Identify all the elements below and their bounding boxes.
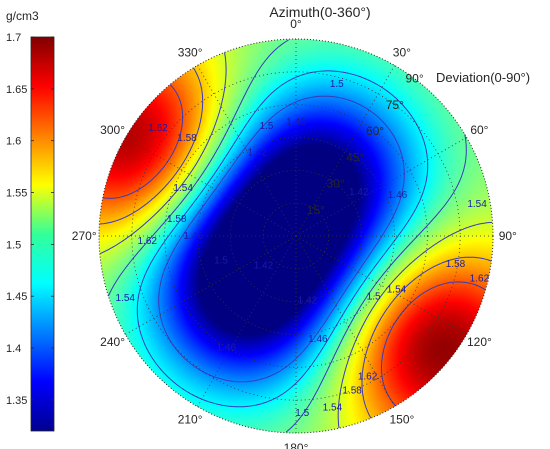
grid-ring — [229, 169, 363, 303]
contour-label: 1.62 — [148, 123, 168, 134]
azimuth-tick-label: 180° — [284, 441, 309, 449]
deviation-tick-label: 60° — [366, 124, 384, 138]
polar-plot: 1.5 1.46 1.42 1.42 1.46 1.54 1.58 1.62 1.54 1.5 1.… — [72, 17, 517, 449]
contour-label: 1.5 — [260, 121, 274, 132]
contour-label: 1.58 — [177, 133, 197, 144]
contour-label: 1.5 — [330, 79, 344, 90]
contour-label: 1.46 — [183, 231, 203, 242]
contour-label: 1.46 — [308, 334, 328, 345]
colorbar-tick-label: 1.35 — [6, 395, 27, 407]
azimuth-tick-label: 30° — [393, 46, 411, 60]
colorbar-tick-label: 1.45 — [6, 291, 27, 303]
contour-label: 1.42 — [349, 187, 369, 198]
grid-spoke — [197, 235, 297, 407]
contour-label: 1.58 — [446, 259, 466, 270]
azimuth-tick-label: 240° — [100, 335, 125, 349]
colorbar-gradient — [30, 36, 55, 432]
contour-label: 1.58 — [167, 214, 187, 225]
contour-label: 1.54 — [173, 183, 193, 194]
grid-spoke — [125, 137, 297, 237]
colorbar-tick-label: 1.6 — [6, 136, 21, 148]
contour-label: 1.54 — [323, 402, 343, 413]
azimuth-tick-label: 300° — [100, 123, 125, 137]
contour-label: 1.54 — [116, 293, 136, 304]
contour-label: 1.54 — [467, 199, 487, 210]
azimuth-tick-labels: 0° 30° 60° 90° 120° 150° 180° 210° 240° 270° 300° 3… — [72, 17, 517, 449]
contour-label: 1.46 — [217, 342, 237, 353]
contour-label: 1.5 — [295, 408, 309, 419]
grid-ring — [164, 104, 428, 368]
grid-spoke — [125, 235, 297, 335]
deviation-tick-labels: 15°30°45°60°75°90° — [307, 72, 424, 217]
contour-label: 1.5 — [214, 255, 228, 266]
deviation-tick-label: 45° — [346, 150, 364, 164]
azimuth-tick-label: 120° — [467, 335, 492, 349]
deviation-tick-label: 30° — [326, 177, 344, 191]
contour-label: 1.42 — [254, 260, 274, 271]
colorbar-ticks: 1.35 1.4 1.45 1.5 1.55 1.6 1.65 1.7 — [6, 32, 54, 407]
contour-label: 1.62 — [358, 371, 378, 382]
contour-label: 1.5 — [367, 292, 381, 303]
contour-label: 1.46 — [388, 190, 408, 201]
colorbar: g/cm3 1.35 1.4 1.45 1.5 1.55 1.6 1.65 1.7 — [6, 9, 55, 432]
grid-ring — [197, 137, 395, 335]
contour-line — [158, 95, 405, 383]
azimuth-tick-label: 210° — [178, 412, 203, 426]
colorbar-tick-label: 1.65 — [6, 84, 27, 96]
chart-title: Azimuth(0-360°) — [269, 4, 370, 20]
azimuth-tick-label: 330° — [178, 46, 203, 60]
contour-label: 1.42 — [298, 296, 318, 307]
deviation-tick-label: 15° — [307, 203, 325, 217]
contour-label: 1.54 — [387, 284, 407, 295]
colorbar-unit: g/cm3 — [6, 9, 39, 23]
contour-line — [136, 70, 429, 408]
azimuth-tick-label: 0° — [290, 17, 302, 31]
colorbar-tick-label: 1.7 — [6, 32, 21, 44]
radial-axis-title: Deviation(0-90°) — [436, 70, 530, 85]
contour-label: 1.62 — [470, 273, 490, 284]
azimuth-tick-label: 270° — [72, 229, 97, 243]
deviation-tick-label: 90° — [405, 72, 423, 86]
contour-label: 1.46 — [286, 117, 306, 128]
contour-label: 1.58 — [342, 385, 362, 396]
grid-spoke — [295, 137, 467, 237]
grid-spoke — [295, 235, 467, 335]
colorbar-tick-label: 1.4 — [6, 343, 21, 355]
deviation-tick-label: 75° — [386, 98, 404, 112]
polar-grid — [98, 38, 494, 434]
grid-spoke — [295, 235, 395, 407]
azimuth-tick-label: 60° — [470, 123, 488, 137]
colorbar-tick-label: 1.55 — [6, 188, 27, 200]
contour-lines — [99, 39, 493, 433]
grid-spoke — [197, 65, 297, 237]
contour-labels: 1.5 1.46 1.42 1.42 1.46 1.54 1.58 1.62 1.54 1.5 1.… — [116, 79, 490, 419]
azimuth-tick-label: 150° — [389, 412, 414, 426]
contour-label: 1.42 — [247, 148, 267, 159]
azimuth-tick-label: 90° — [499, 229, 517, 243]
colorbar-tick-label: 1.5 — [6, 239, 21, 251]
grid-spoke — [295, 65, 395, 237]
contour-label: 1.62 — [138, 236, 158, 247]
